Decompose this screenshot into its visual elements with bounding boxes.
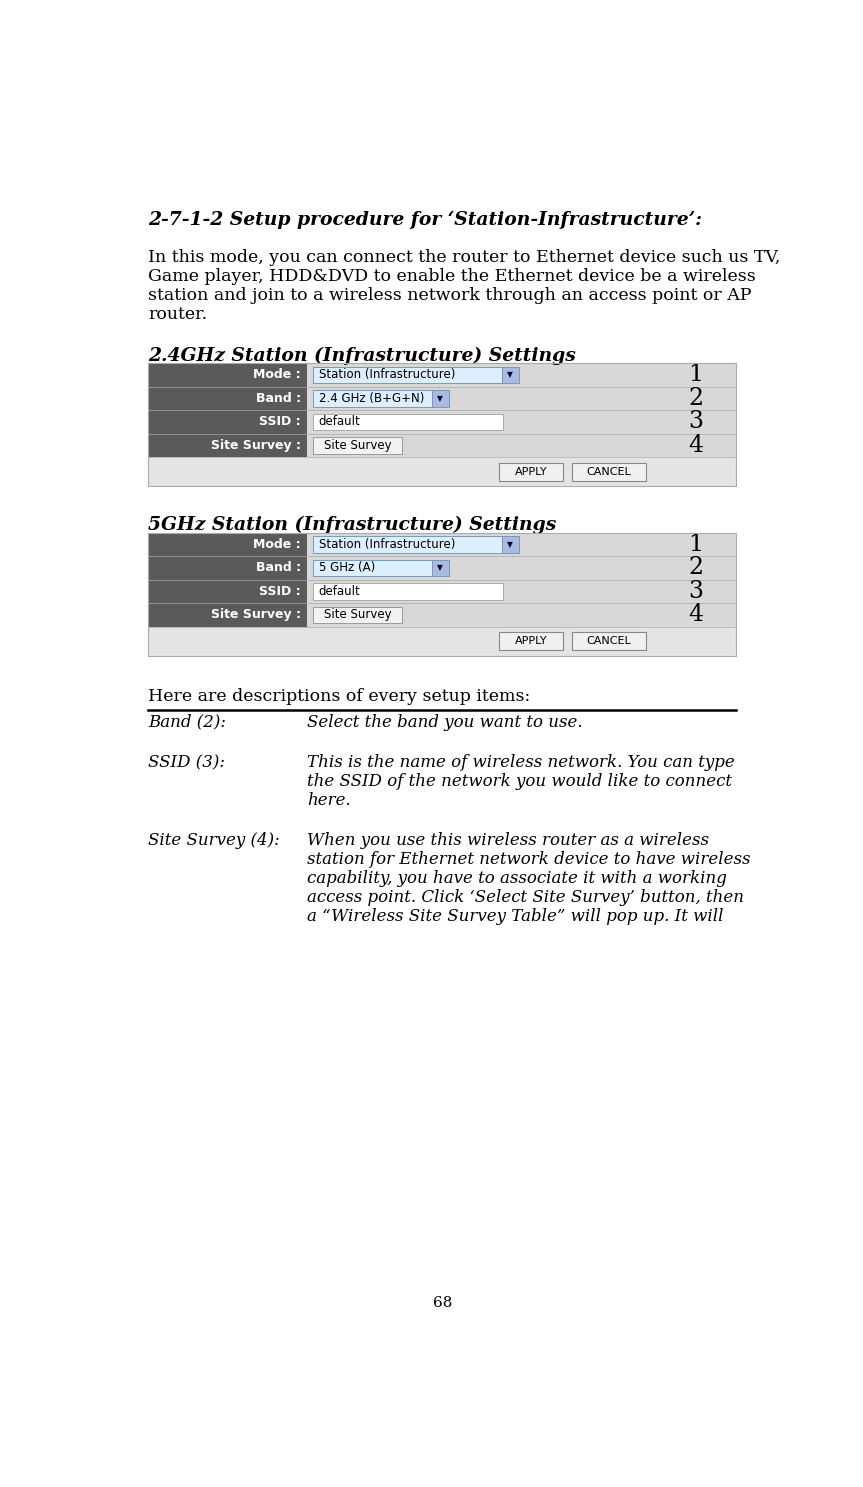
Bar bbox=[148, 532, 307, 556]
Bar bbox=[432, 559, 449, 575]
Text: ▼: ▼ bbox=[438, 394, 444, 403]
Bar bbox=[307, 434, 736, 457]
Bar bbox=[313, 607, 402, 623]
Bar bbox=[313, 413, 503, 430]
Text: Here are descriptions of every setup items:: Here are descriptions of every setup ite… bbox=[148, 688, 531, 705]
Text: Site Survey (4):: Site Survey (4): bbox=[148, 833, 280, 849]
Bar bbox=[500, 632, 563, 650]
Bar bbox=[148, 604, 307, 626]
Bar bbox=[148, 626, 736, 656]
Text: 1: 1 bbox=[689, 363, 703, 387]
Text: 4: 4 bbox=[689, 604, 703, 626]
Text: Game player, HDD&DVD to enable the Ethernet device be a wireless: Game player, HDD&DVD to enable the Ether… bbox=[148, 268, 756, 286]
Bar bbox=[313, 437, 402, 454]
Text: default: default bbox=[318, 584, 361, 598]
Text: a “Wireless Site Survey Table” will pop up. It will: a “Wireless Site Survey Table” will pop … bbox=[307, 907, 723, 925]
Text: 5GHz Station (Infrastructure) Settings: 5GHz Station (Infrastructure) Settings bbox=[148, 516, 557, 534]
Bar bbox=[307, 410, 736, 434]
Bar bbox=[313, 583, 503, 599]
Text: 2-7-1-2 Setup procedure for ‘Station-Infrastructure’:: 2-7-1-2 Setup procedure for ‘Station-Inf… bbox=[148, 211, 702, 229]
Text: 3: 3 bbox=[689, 580, 703, 602]
Bar bbox=[500, 462, 563, 482]
Bar bbox=[313, 390, 449, 406]
Text: When you use this wireless router as a wireless: When you use this wireless router as a w… bbox=[307, 833, 709, 849]
Text: Band :: Band : bbox=[255, 393, 301, 404]
Text: station for Ethernet network device to have wireless: station for Ethernet network device to h… bbox=[307, 851, 751, 868]
Text: 1: 1 bbox=[689, 532, 703, 556]
Text: CANCEL: CANCEL bbox=[587, 636, 632, 647]
Bar bbox=[148, 556, 307, 580]
Bar bbox=[501, 537, 519, 553]
Bar bbox=[313, 537, 519, 553]
Text: Site Survey :: Site Survey : bbox=[211, 608, 301, 622]
Bar bbox=[148, 532, 736, 656]
Text: router.: router. bbox=[148, 306, 207, 323]
Text: Station (Infrastructure): Station (Infrastructure) bbox=[318, 538, 455, 550]
Text: Select the band you want to use.: Select the band you want to use. bbox=[307, 714, 583, 730]
Bar bbox=[313, 559, 449, 575]
Text: SSID :: SSID : bbox=[259, 415, 301, 428]
Text: ▼: ▼ bbox=[507, 540, 513, 549]
Text: Site Survey: Site Survey bbox=[324, 439, 392, 452]
Text: Mode :: Mode : bbox=[253, 369, 301, 382]
Text: ▼: ▼ bbox=[507, 370, 513, 379]
Bar bbox=[148, 410, 307, 434]
Text: station and join to a wireless network through an access point or AP: station and join to a wireless network t… bbox=[148, 287, 752, 303]
Text: APPLY: APPLY bbox=[514, 467, 547, 477]
Bar bbox=[572, 632, 646, 650]
Text: 5 GHz (A): 5 GHz (A) bbox=[318, 562, 375, 574]
Text: access point. Click ‘Select Site Survey’ button, then: access point. Click ‘Select Site Survey’… bbox=[307, 889, 744, 906]
Bar bbox=[572, 462, 646, 482]
Text: Station (Infrastructure): Station (Infrastructure) bbox=[318, 369, 455, 382]
Text: SSID (3):: SSID (3): bbox=[148, 754, 225, 772]
Text: 2.4GHz Station (Infrastructure) Settings: 2.4GHz Station (Infrastructure) Settings bbox=[148, 346, 576, 364]
Bar bbox=[432, 390, 449, 406]
Bar bbox=[307, 363, 736, 387]
Text: 2.4 GHz (B+G+N): 2.4 GHz (B+G+N) bbox=[318, 393, 424, 404]
Bar bbox=[307, 580, 736, 604]
Bar bbox=[307, 532, 736, 556]
Text: 2: 2 bbox=[689, 387, 703, 410]
Text: CANCEL: CANCEL bbox=[587, 467, 632, 477]
Text: 4: 4 bbox=[689, 434, 703, 457]
Bar bbox=[148, 457, 736, 486]
Bar bbox=[148, 363, 736, 486]
Bar bbox=[148, 387, 307, 410]
Bar bbox=[148, 434, 307, 457]
Text: ▼: ▼ bbox=[438, 564, 444, 572]
Text: 68: 68 bbox=[432, 1295, 452, 1310]
Text: In this mode, you can connect the router to Ethernet device such us TV,: In this mode, you can connect the router… bbox=[148, 250, 780, 266]
Text: Band (2):: Band (2): bbox=[148, 714, 226, 730]
Bar bbox=[501, 367, 519, 384]
Text: Band :: Band : bbox=[255, 562, 301, 574]
Text: Mode :: Mode : bbox=[253, 538, 301, 550]
Text: capability, you have to associate it with a working: capability, you have to associate it wit… bbox=[307, 870, 727, 886]
Bar bbox=[148, 363, 736, 486]
Text: 3: 3 bbox=[689, 410, 703, 433]
Bar bbox=[148, 580, 307, 604]
Text: here.: here. bbox=[307, 791, 350, 809]
Text: This is the name of wireless network. You can type: This is the name of wireless network. Yo… bbox=[307, 754, 734, 772]
Text: default: default bbox=[318, 415, 361, 428]
Bar bbox=[148, 532, 736, 656]
Text: the SSID of the network you would like to connect: the SSID of the network you would like t… bbox=[307, 773, 732, 790]
Text: APPLY: APPLY bbox=[514, 636, 547, 647]
Bar bbox=[307, 556, 736, 580]
Text: 2: 2 bbox=[689, 556, 703, 580]
Bar bbox=[307, 387, 736, 410]
Bar bbox=[313, 367, 519, 384]
Text: Site Survey :: Site Survey : bbox=[211, 439, 301, 452]
Bar bbox=[148, 363, 307, 387]
Bar bbox=[307, 604, 736, 626]
Text: SSID :: SSID : bbox=[259, 584, 301, 598]
Text: Site Survey: Site Survey bbox=[324, 608, 392, 622]
